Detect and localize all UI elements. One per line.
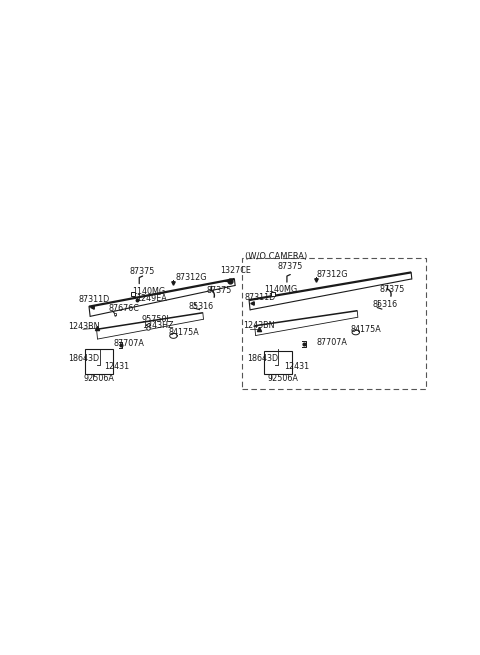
Text: 87375: 87375 — [129, 267, 155, 276]
Text: 87311D: 87311D — [244, 293, 276, 301]
Text: 87312G: 87312G — [175, 273, 207, 282]
Text: 95750L: 95750L — [142, 314, 172, 324]
Text: 85316: 85316 — [372, 300, 397, 309]
Bar — [85, 349, 113, 373]
Text: 18643D: 18643D — [68, 354, 99, 363]
Text: 87311D: 87311D — [79, 295, 110, 304]
Text: 87312G: 87312G — [317, 270, 348, 279]
Text: 92506A: 92506A — [83, 374, 114, 383]
Text: 87676C: 87676C — [108, 304, 139, 312]
Text: 87375: 87375 — [380, 286, 405, 295]
Text: 18643D: 18643D — [247, 354, 278, 363]
Text: 1243HZ: 1243HZ — [142, 321, 173, 330]
Text: 87375: 87375 — [277, 262, 302, 271]
Text: 12431: 12431 — [104, 362, 129, 371]
Text: 84175A: 84175A — [169, 328, 200, 337]
Text: 1140MG: 1140MG — [264, 285, 297, 294]
Text: 92506A: 92506A — [267, 374, 299, 383]
Text: 87707A: 87707A — [317, 338, 348, 347]
Text: 1243BN: 1243BN — [243, 321, 275, 330]
Text: 84175A: 84175A — [351, 325, 382, 334]
Text: 1140MG: 1140MG — [132, 288, 166, 297]
Text: 87707A: 87707A — [113, 339, 144, 348]
Text: 87375: 87375 — [206, 286, 231, 295]
Text: 1327CE: 1327CE — [220, 267, 251, 275]
Text: 1243BN: 1243BN — [68, 322, 100, 331]
Text: 12431: 12431 — [284, 362, 309, 371]
Bar — [264, 351, 292, 373]
Text: 85316: 85316 — [188, 301, 214, 310]
Text: (W/O CAMERA): (W/O CAMERA) — [244, 252, 307, 261]
Text: 1249EA: 1249EA — [136, 293, 167, 303]
